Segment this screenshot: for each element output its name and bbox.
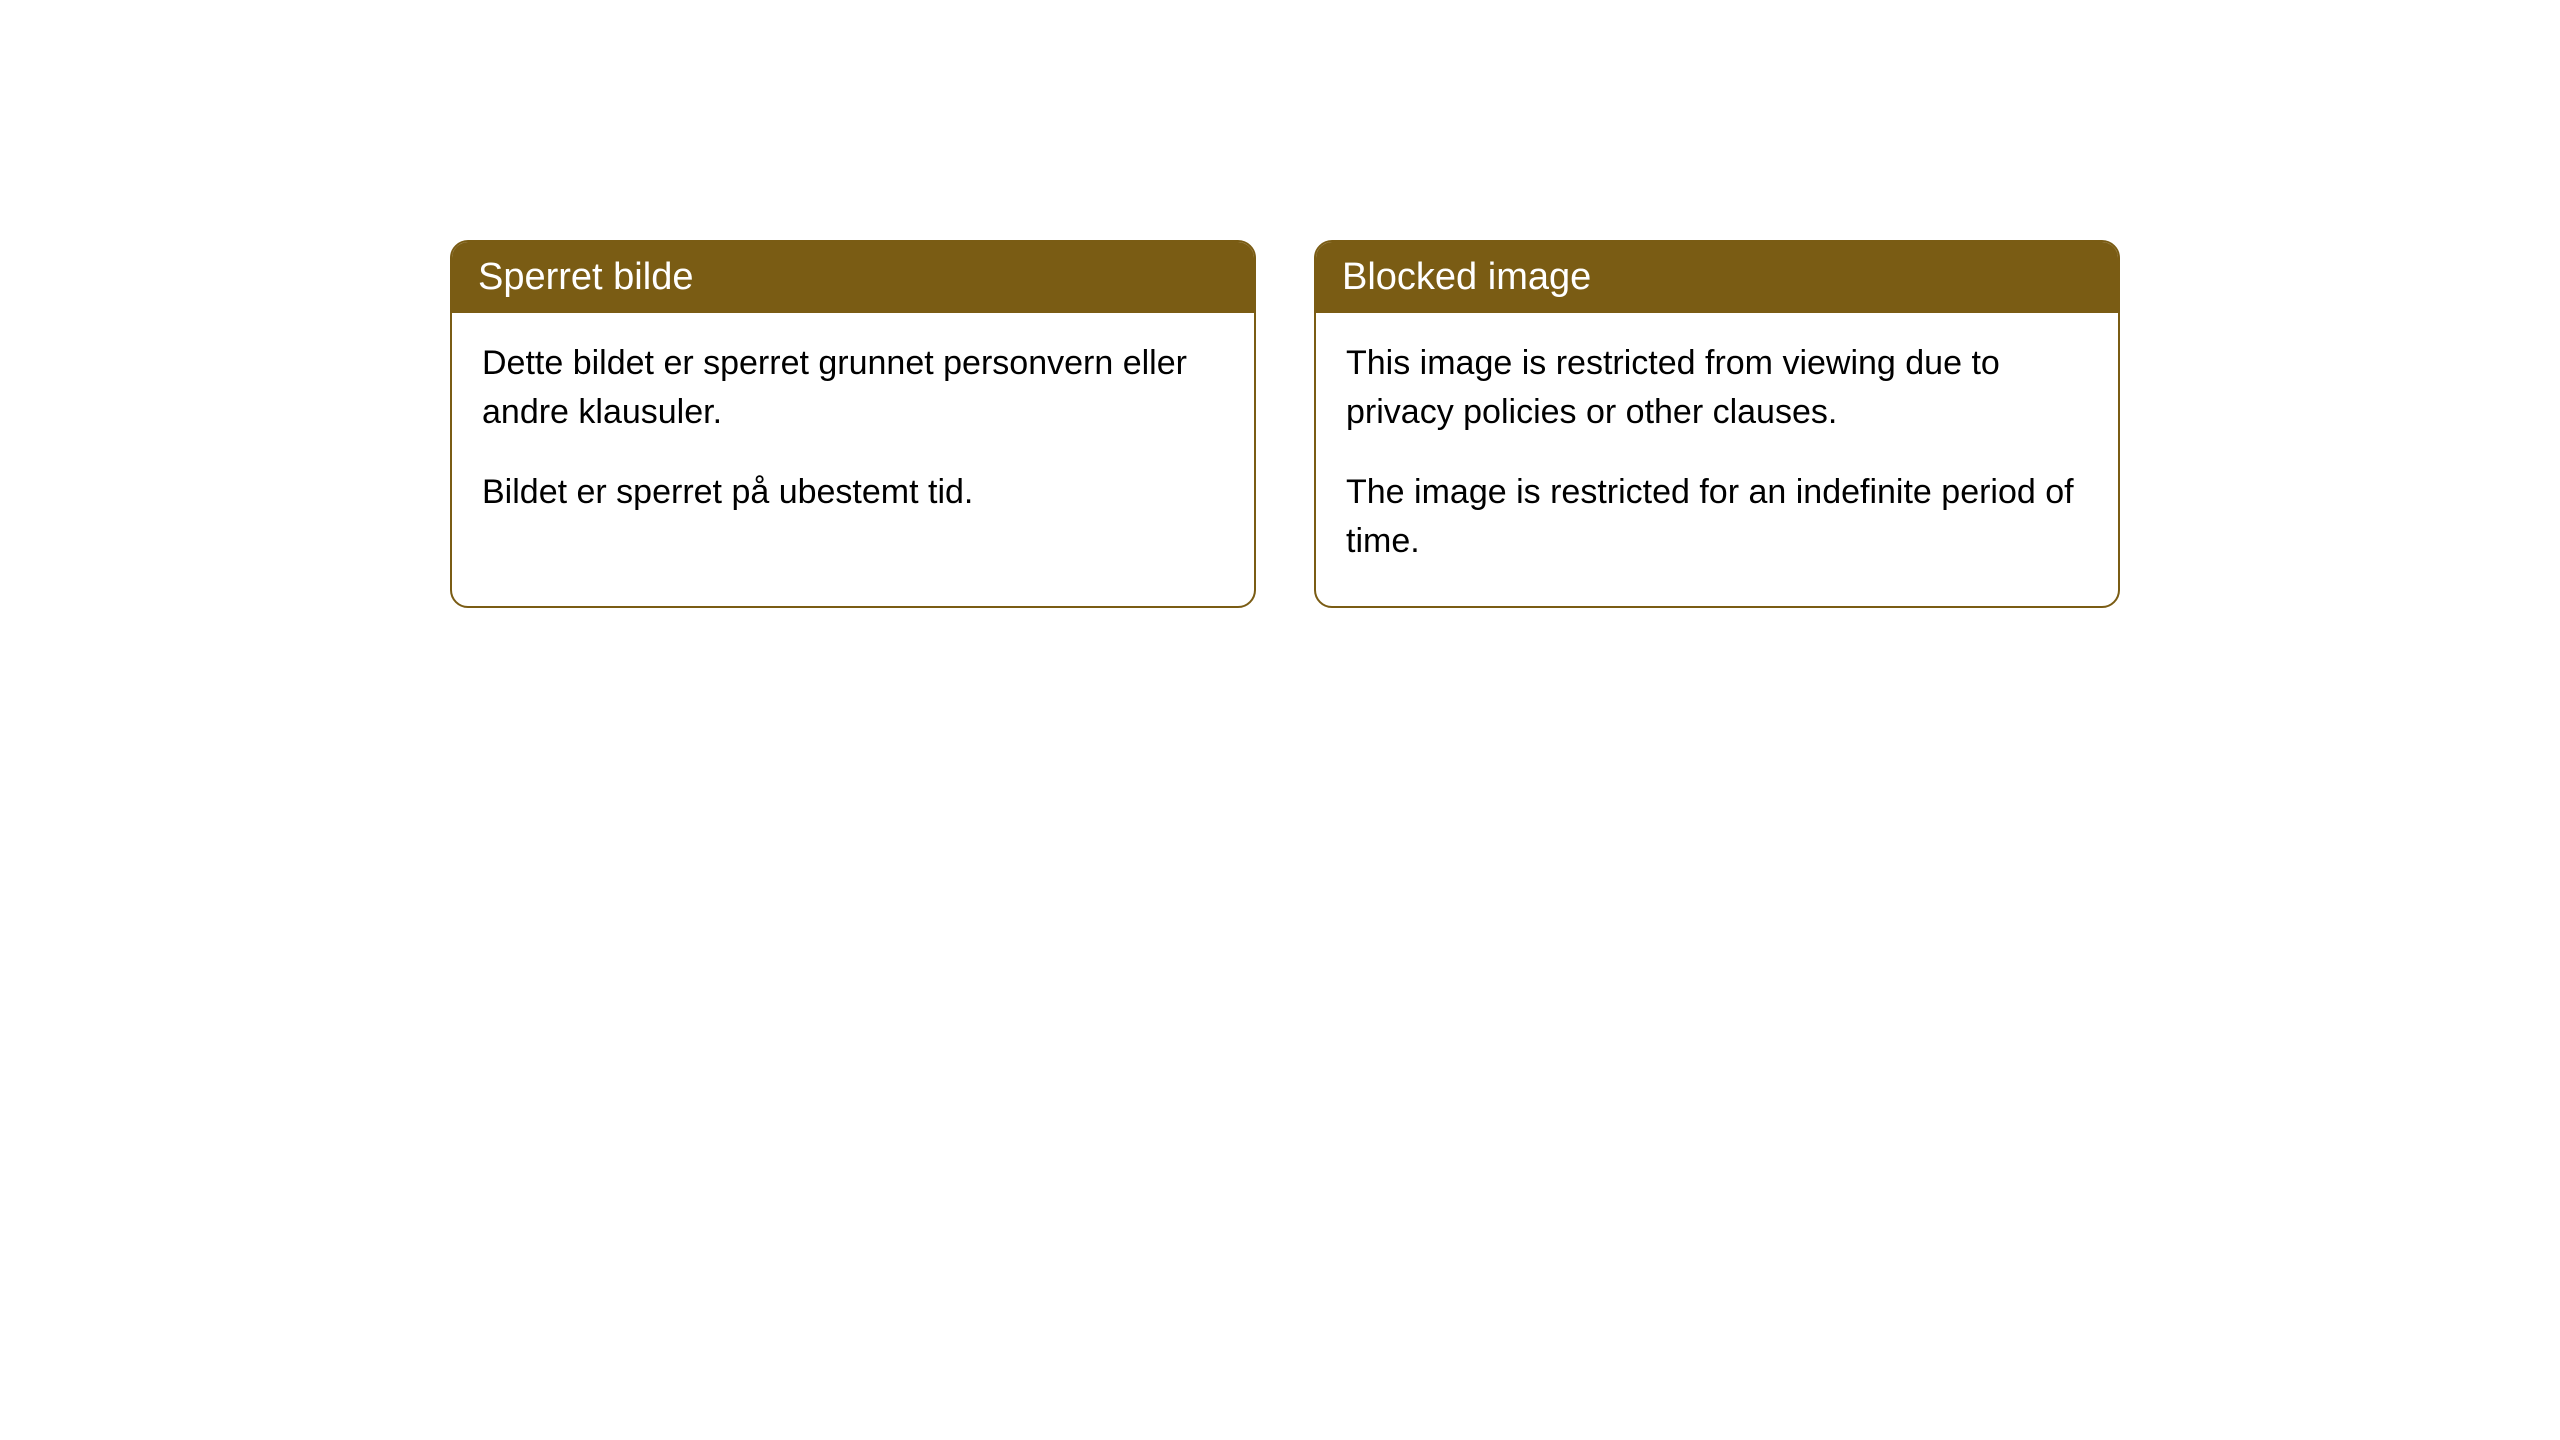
card-paragraph: This image is restricted from viewing du…: [1346, 339, 2088, 438]
info-cards-container: Sperret bilde Dette bildet er sperret gr…: [450, 240, 2560, 608]
card-body: This image is restricted from viewing du…: [1316, 313, 2118, 606]
card-title: Blocked image: [1342, 256, 1591, 298]
blocked-image-card-en: Blocked image This image is restricted f…: [1314, 240, 2120, 608]
card-header: Blocked image: [1316, 242, 2118, 313]
card-header: Sperret bilde: [452, 242, 1254, 313]
card-body: Dette bildet er sperret grunnet personve…: [452, 313, 1254, 557]
card-paragraph: Dette bildet er sperret grunnet personve…: [482, 339, 1224, 438]
card-paragraph: The image is restricted for an indefinit…: [1346, 468, 2088, 567]
card-paragraph: Bildet er sperret på ubestemt tid.: [482, 468, 1224, 517]
blocked-image-card-no: Sperret bilde Dette bildet er sperret gr…: [450, 240, 1256, 608]
card-title: Sperret bilde: [478, 256, 693, 298]
